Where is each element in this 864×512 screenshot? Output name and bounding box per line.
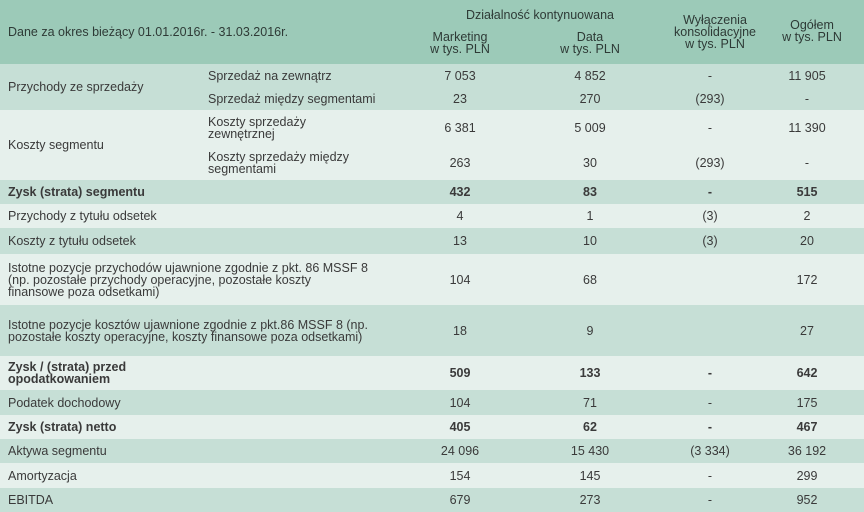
group-label: Działalność kontynuowana (465, 8, 614, 22)
table-row: Koszty sprzedaży zewnętrznej 6 381 5 009… (208, 114, 826, 141)
col-data-header: Data w tys. PLN (560, 30, 620, 56)
group-przychody: Przychody ze sprzedaży (0, 64, 864, 110)
table-row: Podatek dochodowy 104 71 - 175 (0, 390, 864, 415)
table-row: Koszty sprzedaży między segmentami 263 3… (208, 149, 810, 176)
table-row: Istotne pozycje kosztów ujawnione zgodni… (0, 305, 864, 356)
table-row: Zysk (strata) netto 405 62 - 467 (0, 415, 864, 439)
group-koszty: Koszty segmentu (0, 110, 864, 180)
period-label: Dane za okres bieżący 01.01.2016r. - 31.… (8, 25, 289, 39)
table-header: Dane za okres bieżący 01.01.2016r. - 31.… (0, 0, 864, 64)
table-row: Przychody z tytułu odsetek 4 1 (3) 2 (0, 204, 864, 228)
table-row: EBITDA 679 273 - 952 (0, 488, 864, 512)
table-row: Amortyzacja 154 145 - 299 (0, 463, 864, 488)
table-row: Istotne pozycje przychodów ujawnione zgo… (0, 254, 864, 305)
col-wylaczenia-header: Wyłączenia konsolidacyjne w tys. PLN (674, 13, 756, 51)
group-label: Koszty segmentu (8, 138, 104, 152)
table-row: Sprzedaż na zewnątrz 7 053 4 852 - 11 90… (208, 68, 826, 83)
table-row: Sprzedaż między segmentami 23 270 (293) … (208, 91, 810, 106)
col-marketing-header: Marketing w tys. PLN (430, 30, 490, 56)
col-ogolem-header: Ogółem w tys. PLN (782, 18, 842, 44)
table-row: Aktywa segmentu 24 096 15 430 (3 334) 36… (0, 439, 864, 463)
table-row: Zysk / (strata) przed opodatkowaniem 509… (0, 356, 864, 390)
table-row: Koszty z tytułu odsetek 13 10 (3) 20 (0, 228, 864, 254)
table-row: Zysk (strata) segmentu 432 83 - 515 (0, 180, 864, 204)
group-label: Przychody ze sprzedaży (8, 80, 144, 94)
